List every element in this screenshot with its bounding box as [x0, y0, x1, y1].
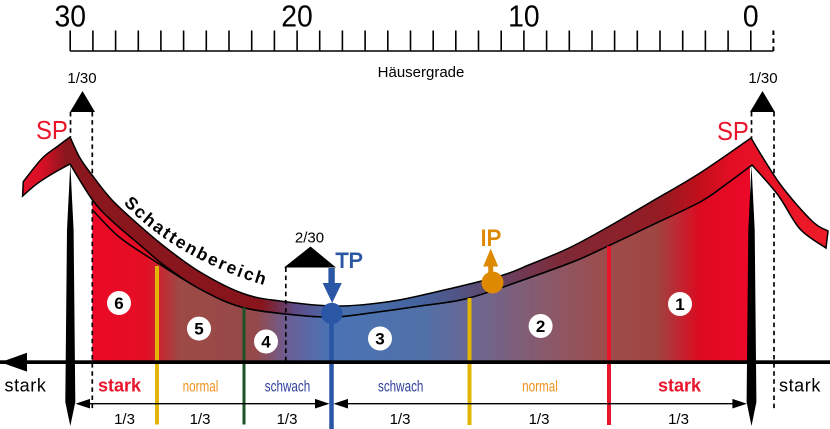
- svg-text:6: 6: [114, 294, 123, 313]
- svg-text:0: 0: [743, 0, 759, 34]
- svg-text:Häusergrade: Häusergrade: [378, 64, 465, 81]
- svg-text:stark: stark: [658, 376, 702, 396]
- svg-text:1/3: 1/3: [277, 411, 298, 428]
- svg-text:1/3: 1/3: [190, 411, 211, 428]
- svg-text:1: 1: [675, 295, 684, 314]
- svg-text:5: 5: [194, 320, 203, 339]
- svg-text:normal: normal: [183, 377, 219, 395]
- svg-text:schwach: schwach: [378, 377, 423, 395]
- svg-text:schwach: schwach: [265, 377, 310, 395]
- svg-text:1/3: 1/3: [390, 411, 411, 428]
- svg-text:IP: IP: [481, 226, 502, 251]
- svg-text:1/3: 1/3: [114, 411, 135, 428]
- svg-text:4: 4: [261, 333, 271, 352]
- svg-text:2: 2: [536, 317, 545, 336]
- svg-text:SP: SP: [717, 117, 749, 146]
- svg-text:stark: stark: [4, 376, 46, 396]
- svg-text:TP: TP: [336, 249, 363, 273]
- svg-text:SP: SP: [36, 116, 68, 145]
- svg-text:2/30: 2/30: [295, 230, 324, 247]
- svg-text:10: 10: [508, 0, 540, 34]
- svg-text:stark: stark: [779, 376, 821, 396]
- svg-text:1/30: 1/30: [748, 70, 777, 87]
- svg-text:1/3: 1/3: [668, 411, 689, 428]
- svg-text:3: 3: [375, 330, 384, 349]
- svg-text:1/30: 1/30: [67, 70, 96, 87]
- svg-text:20: 20: [281, 0, 313, 34]
- svg-text:stark: stark: [98, 376, 142, 396]
- svg-text:1/3: 1/3: [529, 411, 550, 428]
- svg-text:normal: normal: [522, 377, 558, 395]
- svg-text:30: 30: [55, 0, 87, 34]
